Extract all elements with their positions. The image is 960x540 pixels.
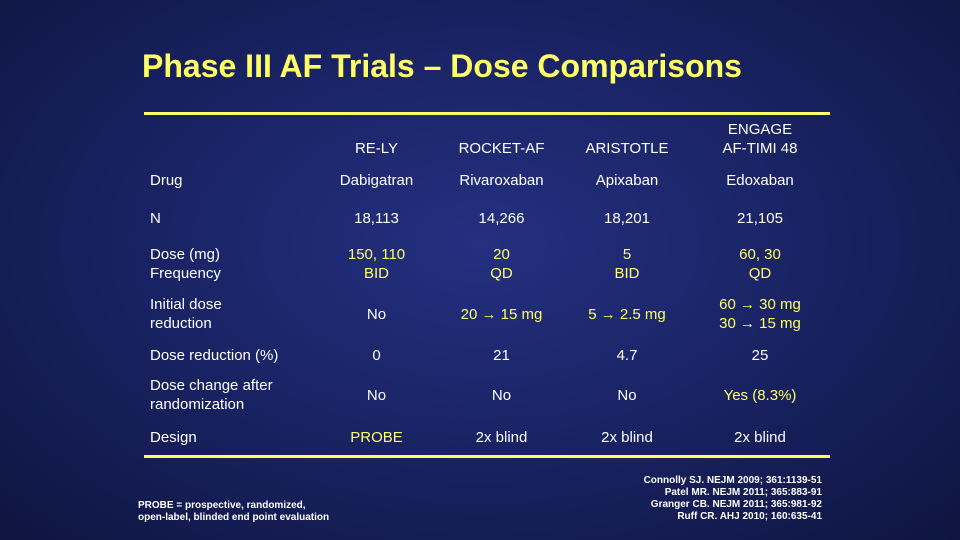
table-row-dose-reduction-pct: Dose reduction (%) 0 21 4.7 25 [144, 338, 830, 372]
cell-engage: 60 → 30 mg 30 → 15 mg [690, 290, 830, 338]
table-row-dose-frequency: Dose (mg) Frequency 150, 110 BID 20 QD 5… [144, 238, 830, 290]
footnote-line1: PROBE = prospective, randomized, [138, 500, 306, 511]
cell-line1: 60 → 30 mg [719, 296, 801, 313]
cell-aristotle: 5 BID [564, 238, 690, 290]
cell-aristotle: 2x blind [601, 428, 653, 446]
cell-engage: Edoxaban [726, 171, 794, 189]
probe-footnote: PROBE = prospective, randomized, open-la… [138, 500, 329, 524]
cell-line2: QD [490, 265, 513, 282]
cell-line1: 150, 110 [347, 246, 406, 263]
cell-aristotle: Apixaban [595, 171, 659, 189]
header-engage: ENGAGE AF-TIMI 48 [690, 116, 830, 162]
table-row-n: N 18,113 14,266 18,201 21,105 [144, 198, 830, 238]
header-aristotle: ARISTOTLE [585, 140, 669, 157]
row-label-line2: randomization [150, 396, 245, 413]
table-header-row: RE-LY ROCKET-AF ARISTOTLE ENGAGE AF-TIMI… [144, 116, 830, 162]
row-label: Dose change after randomization [144, 372, 314, 418]
cell-engage: 2x blind [734, 428, 786, 446]
cell-aristotle: 4.7 [616, 346, 638, 364]
cell-rocket-af: 2x blind [475, 428, 528, 446]
row-label-line1: Initial dose [150, 296, 222, 313]
cell-engage: 25 [751, 346, 769, 364]
reference-item: Ruff CR. AHJ 2010; 160:635-41 [677, 511, 822, 522]
table-row-initial-dose-reduction: Initial dose reduction No 20 → 15 mg 5 →… [144, 290, 830, 338]
reference-item: Patel MR. NEJM 2011; 365:883-91 [664, 487, 822, 498]
cell-engage: 21,105 [737, 209, 783, 227]
cell-line2: BID [363, 265, 389, 282]
cell-rely: 0 [372, 346, 381, 364]
cell-rely: 18,113 [354, 209, 399, 227]
cell-rely: Dabigatran [339, 171, 414, 189]
header-engage-line1: ENGAGE [727, 121, 793, 138]
table-row-drug: Drug Dabigatran Rivaroxaban Apixaban Edo… [144, 162, 830, 198]
row-label: N [150, 209, 161, 227]
cell-line2: 30 → 15 mg [719, 315, 801, 332]
cell-engage: 60, 30 QD [690, 238, 830, 290]
page-title: Phase III AF Trials – Dose Comparisons [142, 48, 742, 84]
row-label: Drug [150, 171, 183, 189]
cell-rocket-af: Rivaroxaban [459, 171, 544, 189]
cell-line2: QD [748, 265, 772, 282]
cell-rely: 150, 110 BID [314, 238, 439, 290]
reference-item: Connolly SJ. NEJM 2009; 361:1139-51 [643, 475, 822, 486]
row-label: Dose (mg) Frequency [144, 238, 314, 290]
table-bottom-rule [144, 455, 830, 458]
row-label-line2: reduction [150, 315, 212, 332]
cell-line1: 5 [622, 246, 632, 263]
cell-rely: No [366, 386, 387, 404]
cell-aristotle: 5 → 2.5 mg [588, 305, 666, 323]
row-label-line2: Frequency [150, 265, 221, 282]
comparison-table: RE-LY ROCKET-AF ARISTOTLE ENGAGE AF-TIMI… [144, 116, 830, 456]
header-rely: RE-LY [354, 140, 399, 157]
cell-aristotle: 18,201 [604, 209, 650, 227]
cell-rocket-af: 21 [493, 346, 510, 364]
cell-rely: PROBE [350, 428, 403, 446]
cell-line1: 60, 30 [739, 246, 781, 263]
footnote-line2: open-label, blinded end point evaluation [138, 512, 330, 523]
cell-rocket-af: No [491, 386, 512, 404]
row-label-line1: Dose change after [150, 377, 273, 394]
row-label: Initial dose reduction [144, 290, 314, 338]
table-top-rule [144, 112, 830, 115]
table-row-dose-change: Dose change after randomization No No No… [144, 372, 830, 418]
row-label: Design [150, 428, 197, 446]
cell-rely: No [366, 305, 387, 323]
cell-line1: 20 [493, 246, 510, 263]
row-label: Dose reduction (%) [150, 346, 279, 364]
header-engage-line2: AF-TIMI 48 [722, 140, 798, 157]
header-rocket-af: ROCKET-AF [458, 140, 545, 157]
header-empty [144, 116, 314, 162]
cell-line2: BID [614, 265, 640, 282]
row-label-line1: Dose (mg) [150, 246, 221, 263]
cell-aristotle: No [617, 386, 637, 404]
table-row-design: Design PROBE 2x blind 2x blind 2x blind [144, 418, 830, 456]
cell-rocket-af: 20 → 15 mg [460, 305, 543, 323]
cell-rocket-af: 14,266 [478, 209, 525, 227]
cell-rocket-af: 20 QD [439, 238, 564, 290]
references: Connolly SJ. NEJM 2009; 361:1139-51 Pate… [592, 475, 822, 523]
cell-engage: Yes (8.3%) [723, 386, 797, 404]
reference-item: Granger CB. NEJM 2011; 365:981-92 [650, 499, 822, 510]
